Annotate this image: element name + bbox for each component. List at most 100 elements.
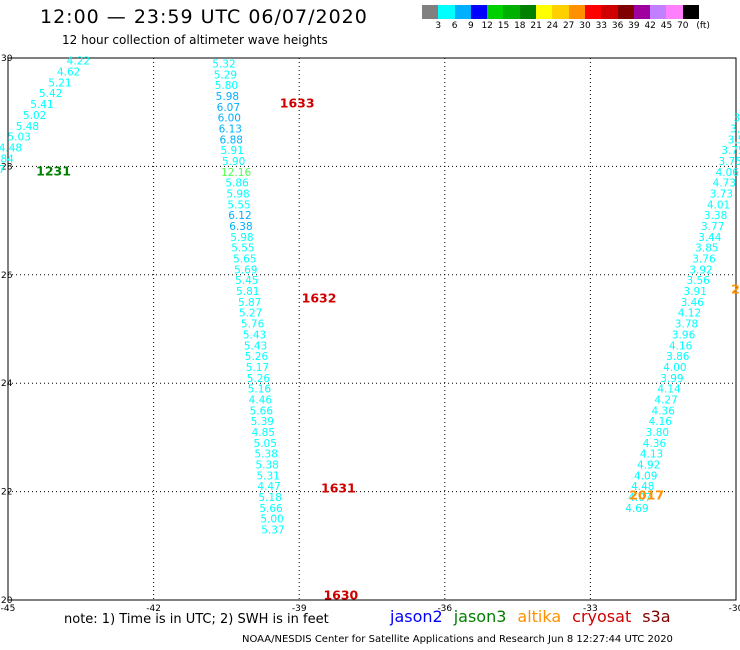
colorbar-label: 36	[611, 21, 624, 31]
wave-height-value: 3.6	[733, 113, 740, 125]
wave-height-value: 5.29	[214, 69, 237, 81]
wave-height-value: 3.56	[686, 275, 710, 287]
legend-s3a: s3a	[642, 607, 671, 626]
wave-height-value: 4.14	[657, 384, 681, 396]
wave-height-value: 6.13	[219, 123, 242, 135]
wave-height-value: 5.90	[222, 156, 245, 168]
colorbar-label: 3	[435, 21, 442, 31]
wave-height-value: 4.27	[654, 394, 677, 406]
lat-tick-label: 22	[1, 488, 12, 498]
wave-height-value: 4.48	[631, 481, 654, 493]
colorbar-swatch	[470, 5, 488, 19]
wave-height-value: 6.12	[228, 210, 251, 222]
pass-time-label: 1631	[321, 480, 356, 495]
wave-height-value: 5.16	[248, 384, 272, 396]
wave-height-value: 5.87	[238, 297, 261, 309]
colorbar-swatch	[422, 5, 439, 19]
colorbar-label: 27	[562, 21, 575, 31]
wave-height-value: 3.75	[718, 156, 740, 168]
wave-height-value: 4.16	[669, 340, 693, 352]
wave-height-value: 5.17	[246, 362, 269, 374]
colorbar-label: 15	[497, 21, 510, 31]
wave-height-value: 5.41	[30, 99, 53, 111]
wave-height-value: 3.85	[695, 243, 718, 255]
colorbar-label: 6	[451, 21, 458, 31]
wave-height-value: 5.55	[227, 199, 250, 211]
wave-height-value: 5.80	[215, 80, 238, 92]
wave-height-value: 5.86	[225, 178, 249, 190]
colorbar-label: 9	[468, 21, 474, 31]
lon-tick-label: -33	[583, 604, 598, 614]
colorbar-labels: 3 6 9 12 15 18 21 24 27 30 33 36 39 42 45 70 (ft)	[422, 21, 732, 35]
legend-altika: altika	[517, 607, 562, 626]
colorbar-swatch	[568, 5, 585, 19]
page-title: 12:00 — 23:59 UTC 06/07/2020	[40, 6, 368, 28]
wave-height-value: 5.02	[23, 110, 46, 122]
wave-height-value: 5.91	[221, 145, 244, 157]
wave-height-value: 3.38	[704, 210, 727, 222]
lon-tick-label: -30	[729, 604, 740, 614]
colorbar-swatch	[438, 5, 455, 19]
colorbar-swatch	[682, 5, 700, 19]
legend-jason2: jason2	[390, 607, 443, 626]
wave-height-value: 4.69	[625, 503, 648, 515]
wave-height-value: 4.48	[0, 142, 22, 154]
wave-height-value: 3.91	[684, 286, 707, 298]
wave-height-value: 4.62	[57, 67, 80, 79]
map-frame	[7, 57, 737, 601]
wave-height-value: 5.84	[0, 153, 14, 165]
pass-time-label: 20	[731, 281, 740, 296]
pass-time-label: 1231	[36, 164, 71, 179]
wave-height-value: 3.44	[698, 232, 722, 244]
colorbar-swatch	[519, 5, 537, 19]
wave-height-value: 6.07	[217, 102, 240, 114]
colorbar-swatch	[601, 5, 618, 19]
colorbar-label: 39	[628, 21, 640, 31]
wave-height-value: 3.96	[672, 329, 696, 341]
wave-height-value: 4.36	[652, 405, 676, 417]
wave-height-value: 4.07	[628, 492, 651, 504]
colorbar-swatch	[552, 5, 569, 19]
wave-height-value: 3.46	[681, 297, 705, 309]
wave-height-value: 4.01	[707, 199, 730, 211]
wave-height-value: 5.27	[239, 308, 262, 320]
colorbar-label: 24	[546, 21, 559, 31]
wave-height-value: 5.42	[39, 88, 62, 100]
wave-height-value: 5.38	[255, 449, 278, 461]
wave-height-value: 6.38	[229, 221, 252, 233]
wave-height-value: 3.5	[728, 134, 740, 146]
wave-height-value: 5.26	[247, 373, 271, 385]
wave-height-value: 5.03	[7, 132, 30, 144]
wave-height-value: 5.31	[256, 470, 279, 482]
colorbar-swatch	[454, 5, 471, 19]
wave-height-value: 5.43	[243, 329, 266, 341]
lat-tick-label: 28	[1, 162, 13, 172]
colorbar-swatch	[666, 5, 683, 19]
wave-height-value: 5.69	[234, 264, 257, 276]
lon-tick-label: -39	[292, 604, 307, 614]
wave-height-value: 3.76	[692, 254, 716, 266]
wave-height-value: 4.77	[0, 164, 5, 176]
pass-time-label: 1632	[302, 291, 337, 306]
colorbar-label: 18	[514, 21, 526, 31]
wave-height-value: 5.32	[212, 58, 235, 70]
wave-height-value: 4.85	[252, 427, 275, 439]
colorbar-swatch	[536, 5, 553, 19]
colorbar-label: 21	[530, 21, 542, 31]
wave-height-value: 4.12	[678, 308, 701, 320]
wave-height-value: 5.00	[260, 514, 283, 526]
wave-height-value: 5.76	[241, 319, 265, 331]
colorbar-swatch	[650, 5, 667, 19]
wave-height-value: 3.75	[721, 145, 740, 157]
colorbar-swatch	[584, 5, 602, 19]
wave-height-value: 6.00	[218, 113, 241, 125]
wave-height-value: 4.36	[643, 438, 667, 450]
legend-cryosat: cryosat	[572, 607, 632, 626]
wave-height-value: 4.13	[640, 449, 663, 461]
wave-height-value: 12.16	[221, 167, 251, 179]
wave-height-value: 5.48	[16, 121, 39, 133]
colorbar-label: 70	[677, 21, 689, 31]
wave-height-value: 3.92	[689, 264, 712, 276]
colorbar-label: 42	[644, 21, 656, 31]
